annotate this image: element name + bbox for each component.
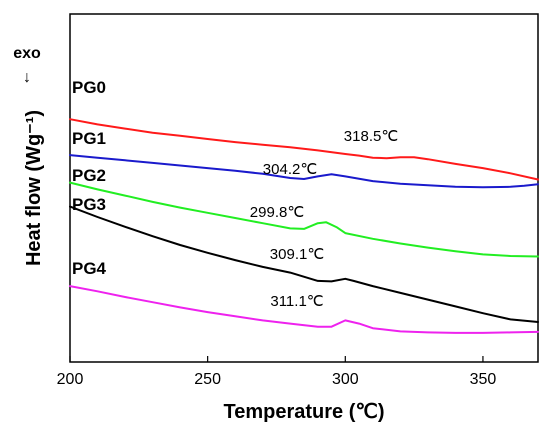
- series-label-pg4: PG4: [72, 259, 107, 278]
- y-axis-title: Heat flow (Wg⁻¹): [23, 110, 45, 266]
- x-tick-label: 200: [57, 371, 84, 388]
- x-axis-title: Temperature (℃): [223, 401, 384, 423]
- series-line-pg1: [69, 154, 539, 189]
- x-ticks: 200 250 300 350: [57, 356, 497, 388]
- series-label-pg2: PG2: [72, 166, 106, 185]
- series-line-pg3: [69, 205, 539, 323]
- peak-label-pg2: 299.8℃: [250, 204, 304, 221]
- x-tick-label: 350: [470, 371, 497, 388]
- exo-label: exo: [13, 45, 41, 62]
- exo-arrow: ↓: [23, 69, 31, 86]
- series-line-pg4: [69, 285, 539, 334]
- series-label-pg0: PG0: [72, 78, 106, 97]
- x-tick-label: 250: [194, 371, 221, 388]
- series-labels: PG0 318.5℃ PG1 304.2℃ PG2 299.8℃ PG3 309.1℃ PG4 3…: [72, 78, 398, 310]
- peak-label-pg0: 318.5℃: [344, 128, 398, 145]
- series-label-pg3: PG3: [72, 195, 106, 214]
- series-lines: [69, 118, 539, 334]
- peak-label-pg1: 304.2℃: [263, 161, 317, 178]
- x-tick-label: 300: [332, 371, 359, 388]
- series-line-pg2: [69, 181, 539, 258]
- series-line-pg0: [69, 118, 539, 181]
- series-label-pg1: PG1: [72, 129, 106, 148]
- plot-frame: [69, 13, 539, 363]
- peak-label-pg3: 309.1℃: [270, 246, 324, 263]
- peak-label-pg4: 311.1℃: [270, 293, 323, 310]
